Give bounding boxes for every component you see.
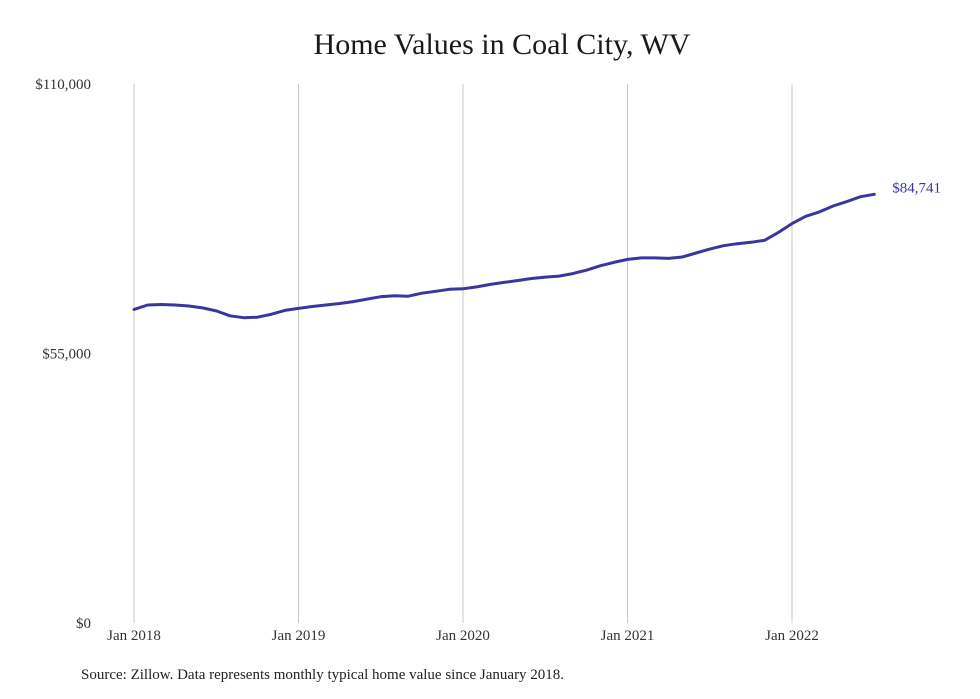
series-line (132, 192, 876, 320)
x-tick-label: Jan 2021 (601, 628, 655, 644)
x-tick-label: Jan 2019 (272, 628, 326, 644)
x-tick-label: Jan 2020 (436, 628, 490, 644)
end-value-label: $84,741 (892, 180, 941, 196)
chart-title: Home Values in Coal City, WV (313, 28, 691, 61)
series-layer: $84,741 (132, 180, 941, 320)
y-tick-label: $110,000 (35, 77, 91, 93)
x-tick-label: Jan 2018 (107, 628, 161, 644)
y-tick-label: $0 (76, 616, 91, 632)
y-axis: $0 $55,000 $110,000 (35, 77, 91, 632)
y-tick-label: $55,000 (42, 347, 91, 363)
gridlines (133, 84, 793, 623)
source-note: Source: Zillow. Data represents monthly … (81, 667, 565, 683)
x-axis: Jan 2018 Jan 2019 Jan 2020 Jan 2021 Jan 2022 (107, 628, 819, 644)
x-tick-label: Jan 2022 (765, 628, 819, 644)
